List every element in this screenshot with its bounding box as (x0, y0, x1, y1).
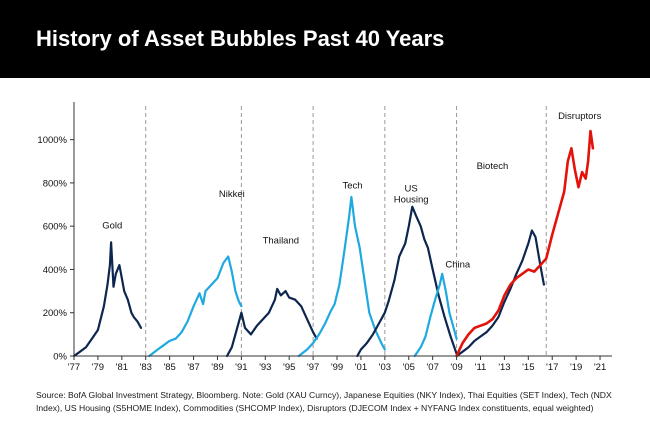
x-tick-label: '77 (68, 362, 80, 373)
x-tick-label: '07 (426, 362, 438, 373)
x-tick-label: '95 (283, 362, 295, 373)
y-tick-label: 400% (43, 265, 68, 276)
series-line (413, 272, 458, 358)
series-label: Biotech (477, 161, 509, 172)
series-label: China (445, 260, 471, 271)
series-line (225, 287, 318, 358)
x-tick-label: '13 (498, 362, 510, 373)
axes: 0% 200% 400% 600% 800% 1000% '77 '79 '81 '83 '85 '8… (37, 102, 612, 373)
series-label-line: US (405, 184, 418, 195)
x-tick-label: '05 (403, 362, 415, 373)
period-dividers (145, 106, 547, 356)
x-tick-label: '11 (475, 362, 487, 373)
x-tick-label: '01 (355, 362, 367, 373)
series-line (455, 129, 595, 358)
x-tick-label: '09 (450, 362, 462, 373)
y-tick-label: 0% (53, 352, 67, 363)
x-tick-label: '21 (594, 362, 606, 373)
x-tick-label: '83 (140, 362, 152, 373)
series-label: US Housing (394, 184, 429, 206)
y-tick-label: 600% (43, 222, 68, 233)
series-lines (72, 129, 595, 358)
x-tick-label: '81 (116, 362, 128, 373)
series-label-line: Housing (394, 195, 429, 206)
series-line (72, 241, 143, 358)
x-tick-label: '03 (379, 362, 391, 373)
x-tick-label: '97 (307, 362, 319, 373)
y-tick-label: 1000% (37, 135, 67, 146)
x-tick-label: '85 (163, 362, 175, 373)
series-label: Disruptors (558, 111, 602, 122)
x-tick-label: '15 (522, 362, 534, 373)
y-tick-label: 200% (43, 308, 68, 319)
x-tick-label: '87 (187, 362, 199, 373)
x-tick-label: '99 (331, 362, 343, 373)
series-line (148, 255, 243, 358)
series-line (455, 229, 546, 358)
x-tick-label: '89 (211, 362, 223, 373)
series-label: Tech (343, 180, 363, 191)
asset-bubbles-line-chart: 0% 200% 400% 600% 800% 1000% '77 '79 '81 '83 '85 '8… (37, 102, 612, 373)
x-tick-label: '91 (235, 362, 247, 373)
x-tick-label: '79 (92, 362, 104, 373)
series-labels: Gold Nikkei Thailand Tech US Housing China Biot… (102, 111, 601, 271)
series-line (297, 195, 386, 358)
title-bar: History of Asset Bubbles Past 40 Years (0, 0, 650, 78)
x-tick-label: '19 (570, 362, 582, 373)
x-tick-label: '93 (259, 362, 271, 373)
y-tick-label: 800% (43, 178, 68, 189)
series-label: Nikkei (219, 189, 245, 200)
chart-title: History of Asset Bubbles Past 40 Years (36, 26, 445, 51)
series-label: Thailand (263, 235, 299, 246)
series-line (356, 205, 458, 358)
x-tick-label: '17 (546, 362, 558, 373)
series-label: Gold (102, 220, 122, 231)
source-note: Source: BofA Global Investment Strategy,… (36, 390, 612, 413)
